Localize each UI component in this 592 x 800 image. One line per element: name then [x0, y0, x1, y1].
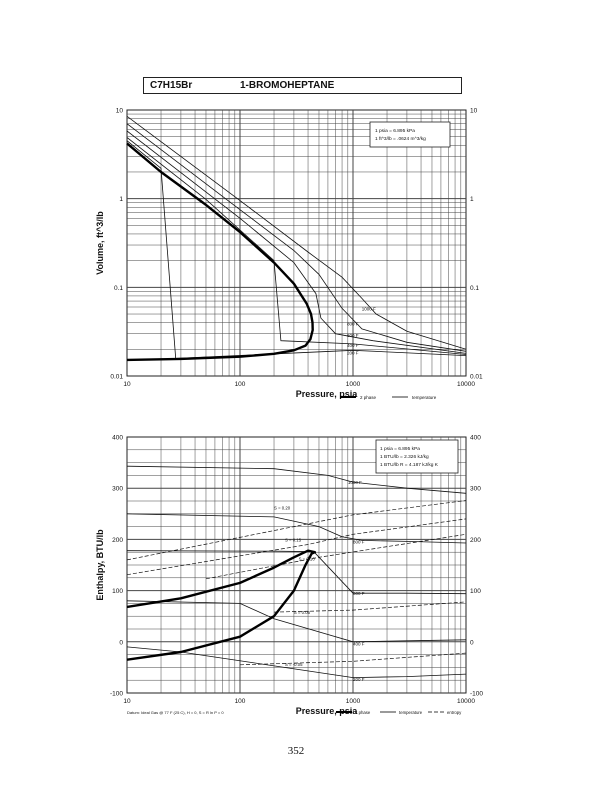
- conversion-info-box: [375, 439, 459, 474]
- isotherm-line: [126, 123, 467, 352]
- isotherm-line: [126, 137, 467, 355]
- y-tick-label-right: -100: [470, 691, 483, 698]
- y-axis-label: Enthalpy, BTU/lb: [95, 529, 105, 601]
- x-tick-label: 10: [123, 698, 131, 705]
- legend-label-2phase: 2 phase: [355, 710, 371, 715]
- y-tick-label-right: 100: [470, 588, 481, 595]
- y-tick-label-left: 10: [116, 108, 124, 115]
- y-tick-label-right: 1: [470, 196, 474, 203]
- x-tick-label: 10: [123, 381, 131, 388]
- x-tick-label: 100: [235, 381, 246, 388]
- entropy-line: [273, 601, 467, 613]
- y-tick-label-right: 0: [470, 639, 474, 646]
- legend-label-temperature: temperature: [399, 710, 423, 715]
- y-tick-label-right: 300: [470, 486, 481, 493]
- isotherm-label: 400 F: [347, 343, 359, 348]
- conversion-info-line: 1 psia = 6.895 kPa: [380, 446, 420, 452]
- isotherm-label: 600 F: [347, 333, 359, 338]
- legend-label-2phase: 2 phase: [360, 395, 377, 400]
- isotherm-line: [126, 550, 467, 595]
- isotherm-label: 800 F: [347, 322, 359, 327]
- conversion-info-box: [369, 121, 451, 148]
- compound-name: 1-BROMOHEPTANE: [240, 80, 335, 91]
- plot-frame: [126, 109, 467, 377]
- conversion-info-line: 1 psia = 6.895 kPa: [375, 128, 415, 134]
- isotherm-label: 400 F: [353, 641, 365, 646]
- y-tick-label-right: 0.01: [470, 374, 483, 381]
- entropy-label: S = -0.05: [285, 662, 303, 667]
- y-tick-label-right: 10: [470, 108, 478, 115]
- conversion-info-line: 1 ft^3/lb = .0624 m^3/kg: [375, 136, 426, 142]
- datum-note: Datum: Ideal Gas @ 77 F (25 C), H = 0, S…: [127, 710, 224, 715]
- isotherm-line: [126, 646, 467, 679]
- y-tick-label-left: 1: [119, 196, 123, 203]
- isotherm-line: [126, 140, 467, 359]
- x-tick-label: 1000: [346, 698, 361, 705]
- y-tick-label-left: 300: [112, 486, 123, 493]
- two-phase-dome: [126, 142, 314, 362]
- x-tick-label: 10000: [457, 698, 475, 705]
- isotherm-label: 200 F: [347, 350, 359, 355]
- compound-title-box: C7H15Br 1-BROMOHEPTANE: [143, 77, 462, 94]
- entropy-line: [126, 500, 467, 561]
- y-tick-label-right: 400: [470, 435, 481, 442]
- isotherm-line: [126, 465, 467, 494]
- entropy-line: [126, 518, 467, 576]
- y-tick-label-left: 400: [112, 435, 123, 442]
- y-tick-label-left: 0: [119, 639, 123, 646]
- isotherm-line: [126, 115, 467, 350]
- entropy-line: [205, 533, 467, 580]
- x-tick-label: 1000: [346, 381, 361, 388]
- y-tick-label-right: 0.1: [470, 285, 479, 292]
- x-axis-label: Pressure, psia: [296, 706, 359, 716]
- y-tick-label-left: 100: [112, 588, 123, 595]
- entropy-label: S = 0.20: [274, 506, 291, 511]
- y-axis-label: Volume, ft^3/lb: [95, 211, 105, 275]
- y-tick-label-right: 200: [470, 537, 481, 544]
- y-tick-label-left: -100: [110, 691, 123, 698]
- x-axis-label: Pressure, psia: [296, 389, 359, 399]
- entropy-label: S = 0.10: [299, 556, 316, 561]
- x-tick-label: 10000: [457, 381, 475, 388]
- x-tick-label: 100: [235, 698, 246, 705]
- isotherm-label: 200 F: [353, 677, 365, 682]
- conversion-info-line: 1 BTU/lb R = 4.187 kJ/kg K: [380, 462, 439, 468]
- entropy-line: [239, 652, 467, 666]
- y-tick-label-left: 0.01: [110, 374, 123, 381]
- y-tick-label-left: 200: [112, 537, 123, 544]
- compound-formula: C7H15Br: [150, 80, 193, 91]
- isotherm-label: 600 F: [353, 591, 365, 596]
- page-number: 352: [287, 745, 305, 757]
- isotherm-line: [126, 130, 467, 354]
- isotherm-line: [126, 600, 467, 643]
- legend-label-temperature: temperature: [412, 395, 437, 400]
- two-phase-dome: [126, 549, 317, 661]
- isotherm-label: 800 F: [353, 539, 365, 544]
- legend-label-entropy: entropy: [447, 710, 462, 715]
- isotherm-label: 1000 F: [348, 480, 362, 485]
- conversion-info-line: 1 BTU/lb = 2.326 kJ/kg: [380, 454, 429, 460]
- entropy-label: S = 0.15: [285, 537, 302, 542]
- entropy-label: S = 0.05: [294, 610, 311, 615]
- y-tick-label-left: 0.1: [114, 285, 123, 292]
- isotherm-label: 1000 F: [362, 306, 376, 311]
